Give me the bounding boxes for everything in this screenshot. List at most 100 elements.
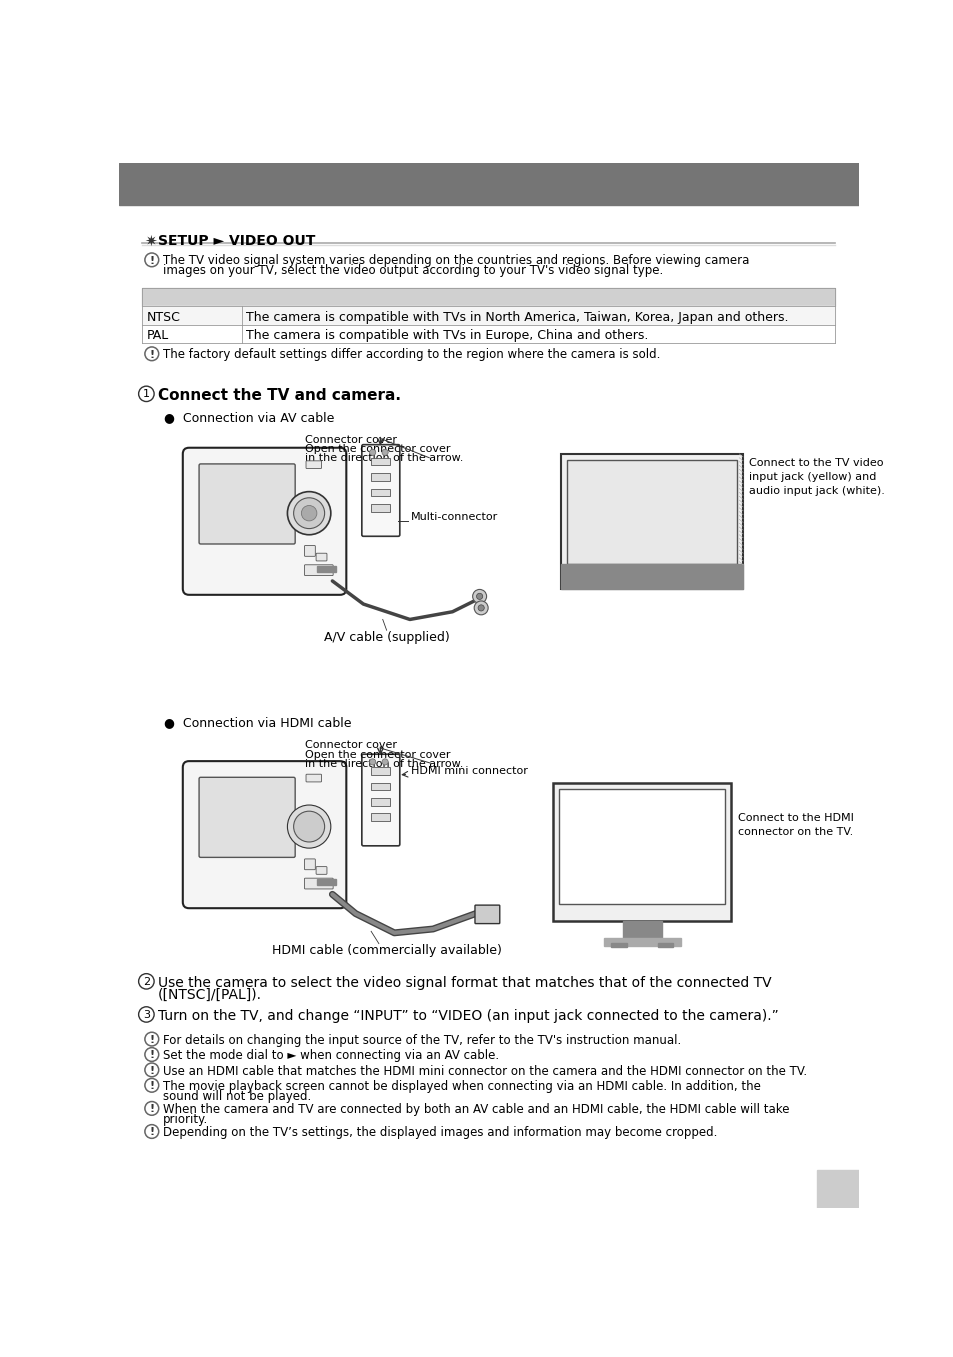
Circle shape <box>146 255 157 265</box>
Bar <box>371 457 390 465</box>
Text: ●  Connection via AV cable: ● Connection via AV cable <box>164 411 335 423</box>
Bar <box>560 565 742 589</box>
Text: When the camera and TV are connected by both an AV cable and an HDMI cable, the : When the camera and TV are connected by … <box>162 1103 788 1115</box>
Text: !: ! <box>149 1128 154 1137</box>
Text: ([NTSC]/[PAL]).: ([NTSC]/[PAL]). <box>158 988 262 1001</box>
Text: Multi-connector: Multi-connector <box>410 512 497 522</box>
Bar <box>142 288 835 307</box>
Text: !: ! <box>149 1082 154 1091</box>
Circle shape <box>476 593 482 600</box>
Circle shape <box>472 589 486 604</box>
Text: 3: 3 <box>143 1010 150 1020</box>
Bar <box>316 566 335 571</box>
Text: The movie playback screen cannot be displayed when connecting via an HDMI cable.: The movie playback screen cannot be disp… <box>162 1080 760 1092</box>
Text: Use an HDMI cable that matches the HDMI mini connector on the camera and the HDM: Use an HDMI cable that matches the HDMI … <box>162 1064 806 1077</box>
Text: The factory default settings differ according to the region where the camera is : The factory default settings differ acco… <box>162 349 659 361</box>
Circle shape <box>145 1125 158 1139</box>
Text: !: ! <box>149 255 154 266</box>
Circle shape <box>301 506 316 521</box>
Circle shape <box>477 605 484 611</box>
Text: images on your TV, select the video output according to your TV's video signal t: images on your TV, select the video outp… <box>162 265 662 277</box>
Text: !: ! <box>149 1105 154 1114</box>
Text: NTSC: NTSC <box>146 311 180 324</box>
Circle shape <box>145 1079 158 1092</box>
Circle shape <box>146 1080 157 1091</box>
Circle shape <box>146 1064 157 1075</box>
Bar <box>558 788 724 904</box>
Bar <box>371 767 390 775</box>
Circle shape <box>146 1126 157 1137</box>
Circle shape <box>301 818 316 835</box>
FancyBboxPatch shape <box>306 775 321 782</box>
Bar <box>371 503 390 512</box>
Bar <box>142 307 835 324</box>
Bar <box>816 1170 858 1208</box>
Bar <box>603 938 680 946</box>
Circle shape <box>146 1103 157 1114</box>
Circle shape <box>294 811 324 841</box>
Text: !: ! <box>149 350 154 360</box>
Text: A/V cable (supplied): A/V cable (supplied) <box>323 631 449 645</box>
Text: ●  Connection via HDMI cable: ● Connection via HDMI cable <box>164 715 352 729</box>
Text: The camera is compatible with TVs in North America, Taiwan, Korea, Japan and oth: The camera is compatible with TVs in Nor… <box>246 311 788 324</box>
FancyBboxPatch shape <box>361 754 399 845</box>
Text: Connector cover: Connector cover <box>305 434 396 445</box>
Text: sound will not be played.: sound will not be played. <box>162 1090 311 1103</box>
FancyBboxPatch shape <box>475 905 499 924</box>
FancyBboxPatch shape <box>304 859 315 870</box>
FancyBboxPatch shape <box>199 778 294 858</box>
Circle shape <box>146 1049 157 1060</box>
Circle shape <box>287 491 331 535</box>
Text: The TV video signal system varies depending on the countries and regions. Before: The TV video signal system varies depend… <box>162 255 748 267</box>
Text: ✷: ✷ <box>144 233 156 248</box>
Text: SETUP ► VIDEO OUT: SETUP ► VIDEO OUT <box>158 233 315 248</box>
Text: !: ! <box>149 1065 154 1076</box>
Text: Open the connector cover: Open the connector cover <box>305 749 450 760</box>
Circle shape <box>369 449 375 456</box>
FancyBboxPatch shape <box>183 448 346 594</box>
Text: 1: 1 <box>143 389 150 399</box>
FancyBboxPatch shape <box>304 546 315 556</box>
Circle shape <box>145 1102 158 1115</box>
Bar <box>371 813 390 821</box>
FancyBboxPatch shape <box>315 867 327 874</box>
Bar <box>371 783 390 790</box>
Text: Open the connector cover: Open the connector cover <box>305 444 450 453</box>
Circle shape <box>138 387 154 402</box>
Circle shape <box>381 759 388 765</box>
Bar <box>119 163 858 205</box>
Circle shape <box>146 349 157 360</box>
Circle shape <box>145 1033 158 1046</box>
Circle shape <box>145 252 158 267</box>
Text: Connector cover: Connector cover <box>305 741 396 750</box>
Text: Depending on the TV’s settings, the displayed images and information may become : Depending on the TV’s settings, the disp… <box>162 1126 717 1139</box>
FancyBboxPatch shape <box>199 464 294 544</box>
Text: HDMI mini connector: HDMI mini connector <box>410 767 527 776</box>
Bar <box>371 798 390 806</box>
Text: in the direction of the arrow.: in the direction of the arrow. <box>305 453 463 463</box>
Circle shape <box>146 1034 157 1045</box>
Circle shape <box>287 805 331 848</box>
Text: !: ! <box>149 1050 154 1060</box>
FancyBboxPatch shape <box>304 565 333 575</box>
FancyBboxPatch shape <box>315 554 327 560</box>
Bar <box>567 460 736 565</box>
Text: The camera is compatible with TVs in Europe, China and others.: The camera is compatible with TVs in Eur… <box>246 330 648 342</box>
Bar <box>371 474 390 480</box>
Text: Connect to the HDMI
connector on the TV.: Connect to the HDMI connector on the TV. <box>737 813 853 837</box>
Text: Use the camera to select the video signal format that matches that of the connec: Use the camera to select the video signa… <box>158 976 771 991</box>
Text: Turn on the TV, and change “INPUT” to “VIDEO (an input jack connected to the cam: Turn on the TV, and change “INPUT” to “V… <box>158 1010 778 1023</box>
Text: HDMI cable (commercially available): HDMI cable (commercially available) <box>272 944 501 958</box>
Circle shape <box>381 449 388 456</box>
Text: Connect to the TV video
input jack (yellow) and
audio input jack (white).: Connect to the TV video input jack (yell… <box>748 457 884 495</box>
Circle shape <box>474 601 488 615</box>
Circle shape <box>369 759 375 765</box>
Text: Set the mode dial to ► when connecting via an AV cable.: Set the mode dial to ► when connecting v… <box>162 1049 498 1063</box>
Bar <box>316 879 335 885</box>
FancyBboxPatch shape <box>361 445 399 536</box>
Text: Connect the TV and camera.: Connect the TV and camera. <box>158 388 400 403</box>
Bar <box>560 453 742 589</box>
Circle shape <box>145 1048 158 1061</box>
Text: 2: 2 <box>143 977 150 987</box>
FancyBboxPatch shape <box>183 761 346 908</box>
